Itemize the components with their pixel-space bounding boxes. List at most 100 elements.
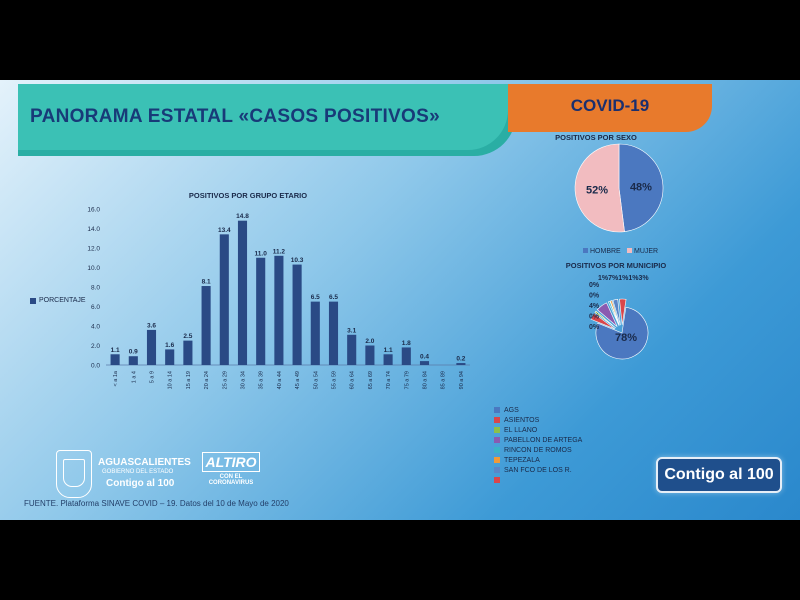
bar: [128, 356, 138, 365]
pie-slice-hombre: [618, 143, 664, 232]
x-tick-label: 70 a 74: [386, 371, 392, 389]
y-tick-label: 10.0: [87, 265, 100, 272]
municipio-legend-label: TEPEZALA: [504, 456, 540, 464]
bar-data-label: 1.1: [111, 347, 120, 354]
municipio-legend-item: TEPEZALA: [494, 455, 582, 465]
bar-data-label: 0.2: [456, 356, 465, 363]
municipio-legend-label: ASIENTOS: [504, 416, 540, 424]
municipio-legend-swatch: [494, 427, 500, 433]
municipio-pie-title: POSITIVOS POR MUNICIPIO: [566, 261, 667, 270]
bar-chart-title: POSITIVOS POR GRUPO ETARIO: [189, 191, 307, 200]
altiro-main: ALTIRO: [202, 452, 260, 472]
sex-legend-swatch: [627, 248, 632, 253]
pie-small-label: 0%: [589, 324, 600, 331]
x-tick-label: 75 a 79: [404, 371, 410, 389]
municipio-legend-item: SAN FCO DE LOS R.: [494, 465, 582, 475]
x-tick-label: 15 a 19: [186, 371, 192, 389]
municipio-legend-item: [494, 475, 582, 485]
municipio-legend-swatch: [494, 457, 500, 463]
bar-data-label: 14.8: [236, 213, 249, 220]
pie-slice: [612, 298, 621, 326]
y-tick-label: 12.0: [87, 246, 100, 253]
bar: [328, 301, 339, 365]
bar: [383, 354, 393, 365]
municipio-legend-item: AGS: [494, 405, 582, 415]
pie-top-labels: 1%7%1%1%3%: [598, 275, 649, 282]
y-tick-label: 2.0: [91, 343, 100, 350]
bar-data-label: 10.3: [291, 257, 304, 264]
bar-data-label: 0.9: [129, 349, 138, 356]
y-tick-label: 16.0: [87, 207, 100, 214]
municipio-legend-swatch: [494, 467, 500, 473]
bar: [456, 363, 466, 365]
pie-small-label: 0%: [589, 314, 600, 321]
government-logo-block: AGUASCALIENTES GOBIERNO DEL ESTADO Conti…: [56, 450, 266, 500]
bar-data-label: 1.1: [384, 347, 393, 354]
municipio-legend-item: EL LLANO: [494, 425, 582, 435]
municipio-legend-label: EL LLANO: [504, 426, 538, 434]
pie-slice: [594, 310, 616, 329]
bar-legend: PORCENTAJE: [30, 297, 86, 304]
bar: [419, 361, 430, 365]
bar: [201, 286, 211, 365]
bar: [347, 334, 357, 365]
bar-data-label: 1.6: [165, 342, 174, 349]
page-title: PANORAMA ESTATAL «CASOS POSITIVOS»: [30, 106, 440, 127]
charts-svg: POSITIVOS POR GRUPO ETARIO 0.0 2.0 4.0 6.0 8.…: [87, 133, 667, 389]
pie-small-label: 0%: [589, 282, 600, 289]
x-tick-label: 50 a 54: [313, 371, 319, 389]
bar: [219, 234, 229, 365]
municipio-legend-label: RINCON DE ROMOS: [504, 446, 572, 454]
gov-sub: GOBIERNO DEL ESTADO: [102, 469, 174, 475]
sex-legend-label: MUJER: [634, 248, 658, 255]
municipio-legend-item: RINCON DE ROMOS: [494, 445, 582, 455]
municipio-legend: AGS ASIENTOS EL LLANO PABELLON DE ARTEGA RIN…: [494, 405, 582, 485]
x-tick-label: < a 1a: [113, 370, 119, 386]
bar: [292, 264, 302, 365]
x-tick-label: 10 a 14: [168, 371, 174, 389]
municipio-legend-swatch: [494, 477, 500, 483]
municipio-legend-swatch: [494, 437, 500, 443]
bar-data-label: 0.4: [420, 354, 429, 361]
municipio-legend-swatch: [494, 417, 500, 423]
municipio-legend-label: SAN FCO DE LOS R.: [504, 466, 572, 474]
bar: [274, 255, 284, 365]
pie-slice-label: 52%: [586, 184, 608, 196]
covid-label: COVID-19: [570, 96, 650, 115]
bar: [110, 354, 120, 365]
covid-tab: COVID-19: [508, 84, 712, 132]
pie-small-label: 0%: [589, 293, 600, 300]
pie-small-label: 4%: [589, 303, 600, 310]
altiro-sub: CON EL CORONAVIRUS: [208, 474, 254, 486]
bar-data-label: 1.8: [402, 340, 411, 347]
x-tick-label: 35 a 39: [259, 371, 265, 389]
contigo-badge: Contigo al 100: [656, 457, 782, 493]
y-tick-label: 8.0: [91, 285, 100, 292]
pie-slice-label: 48%: [630, 182, 652, 194]
pie-slice: [609, 300, 620, 326]
x-tick-label: 55 a 59: [332, 371, 338, 389]
x-tick-label: 45 a 49: [295, 371, 301, 389]
bar-data-label: 6.5: [311, 294, 320, 301]
bar: [365, 345, 375, 365]
sex-legend-label: HOMBRE: [590, 248, 621, 255]
bar: [165, 349, 175, 365]
bar-data-label: 2.0: [365, 338, 374, 345]
bar: [237, 220, 248, 365]
bar-data-label: 2.5: [183, 333, 192, 340]
bar: [183, 340, 193, 365]
municipio-legend-label: PABELLON DE ARTEGA: [504, 436, 583, 444]
x-tick-label: 60 a 64: [350, 371, 356, 389]
title-band-inner: [18, 84, 508, 150]
footer-source: FUENTE. Plataforma SINAVE COVID – 19. Da…: [24, 499, 289, 508]
state-seal-icon: [56, 450, 92, 498]
x-tick-label: 40 a 44: [277, 371, 283, 389]
pie-slice: [607, 300, 620, 326]
bar-data-label: 8.1: [202, 279, 211, 286]
pie-slice-label: 78%: [615, 332, 637, 344]
bar: [310, 301, 320, 365]
municipio-legend-item: ASIENTOS: [494, 415, 582, 425]
x-tick-label: 80 a 84: [423, 371, 429, 389]
y-tick-label: 14.0: [87, 226, 100, 233]
bar: [146, 329, 157, 365]
